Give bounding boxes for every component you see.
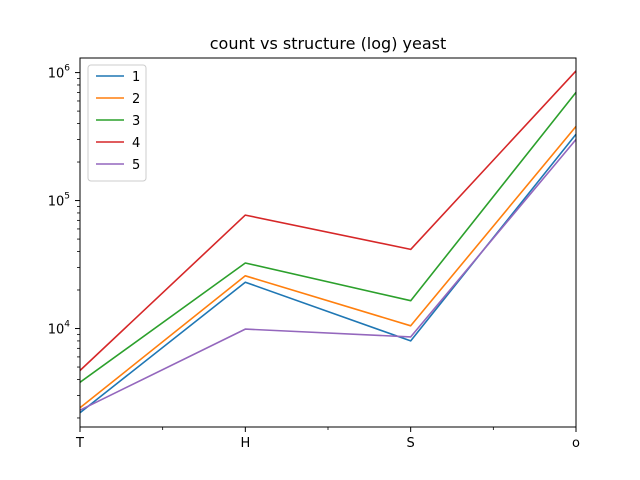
x-tick-label: H: [240, 436, 250, 451]
legend-box: [87, 64, 147, 182]
series-line-4: [79, 70, 577, 372]
series-line-3: [79, 91, 577, 383]
y-tick-label: 105: [48, 192, 70, 210]
series-lines: [79, 70, 577, 414]
series-line-2: [79, 125, 577, 409]
legend-label-1: 1: [132, 70, 140, 85]
series-line-5: [79, 138, 577, 411]
y-tick-label: 104: [48, 320, 71, 338]
chart-title: count vs structure (log) yeast: [210, 34, 447, 53]
legend-label-2: 2: [132, 92, 140, 107]
x-tick-label: S: [407, 436, 415, 451]
x-tick-label: T: [75, 436, 84, 451]
legend: 1 2 3 4 5: [87, 64, 147, 182]
legend-label-3: 3: [132, 114, 140, 129]
legend-label-4: 4: [132, 136, 140, 151]
x-tick-label: o: [572, 436, 580, 451]
legend-label-5: 5: [132, 158, 140, 173]
y-tick-label: 106: [48, 64, 71, 82]
